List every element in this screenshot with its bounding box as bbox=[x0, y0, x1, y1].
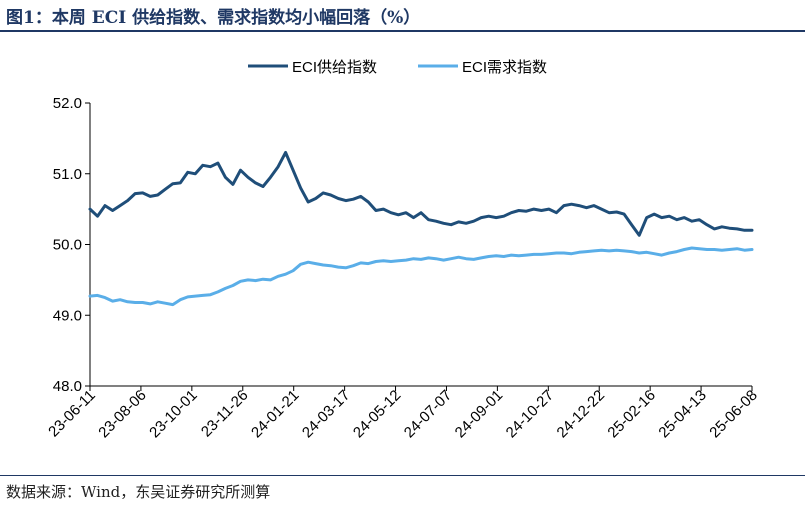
x-tick-label: 23-11-26 bbox=[198, 387, 252, 441]
chart-title: 图1：本周 ECI 供给指数、需求指数均小幅回落（%） bbox=[6, 8, 421, 28]
x-tick-label: 24-09-01 bbox=[452, 387, 506, 441]
footer-rule bbox=[0, 475, 805, 476]
legend-demand-label: ECI需求指数 bbox=[462, 59, 547, 76]
y-tick-label: 51.0 bbox=[53, 166, 82, 183]
x-tick-label: 23-08-06 bbox=[95, 387, 149, 441]
x-tick-label: 23-10-01 bbox=[146, 387, 200, 441]
chart-legend: ECI供给指数 ECI需求指数 bbox=[248, 59, 547, 76]
x-tick-label: 24-10-27 bbox=[503, 387, 557, 441]
y-tick-label: 48.0 bbox=[53, 378, 82, 395]
x-tick-label: 25-06-08 bbox=[706, 387, 760, 441]
chart-axes: 48.049.050.051.052.023-06-1123-08-0623-1… bbox=[45, 95, 761, 441]
demand-index-line bbox=[88, 246, 754, 307]
supply-index-line bbox=[88, 151, 754, 237]
legend-supply-label: ECI供给指数 bbox=[292, 59, 377, 76]
y-tick-label: 50.0 bbox=[53, 237, 82, 254]
x-tick-label: 25-02-16 bbox=[605, 387, 659, 441]
x-tick-label: 24-05-12 bbox=[350, 387, 404, 441]
title-rule bbox=[0, 30, 805, 32]
x-tick-label: 24-12-22 bbox=[554, 387, 608, 441]
chart-series bbox=[88, 151, 754, 307]
y-tick-label: 52.0 bbox=[53, 95, 82, 112]
x-tick-label: 24-03-17 bbox=[299, 387, 353, 441]
x-tick-label: 25-04-13 bbox=[655, 387, 709, 441]
y-tick-label: 49.0 bbox=[53, 307, 82, 324]
x-tick-label: 24-07-07 bbox=[401, 387, 455, 441]
x-tick-label: 24-01-21 bbox=[248, 387, 302, 441]
line-chart: 48.049.050.051.052.023-06-1123-08-0623-1… bbox=[45, 59, 761, 441]
data-source-note: 数据来源：Wind，东吴证券研究所测算 bbox=[6, 483, 271, 501]
